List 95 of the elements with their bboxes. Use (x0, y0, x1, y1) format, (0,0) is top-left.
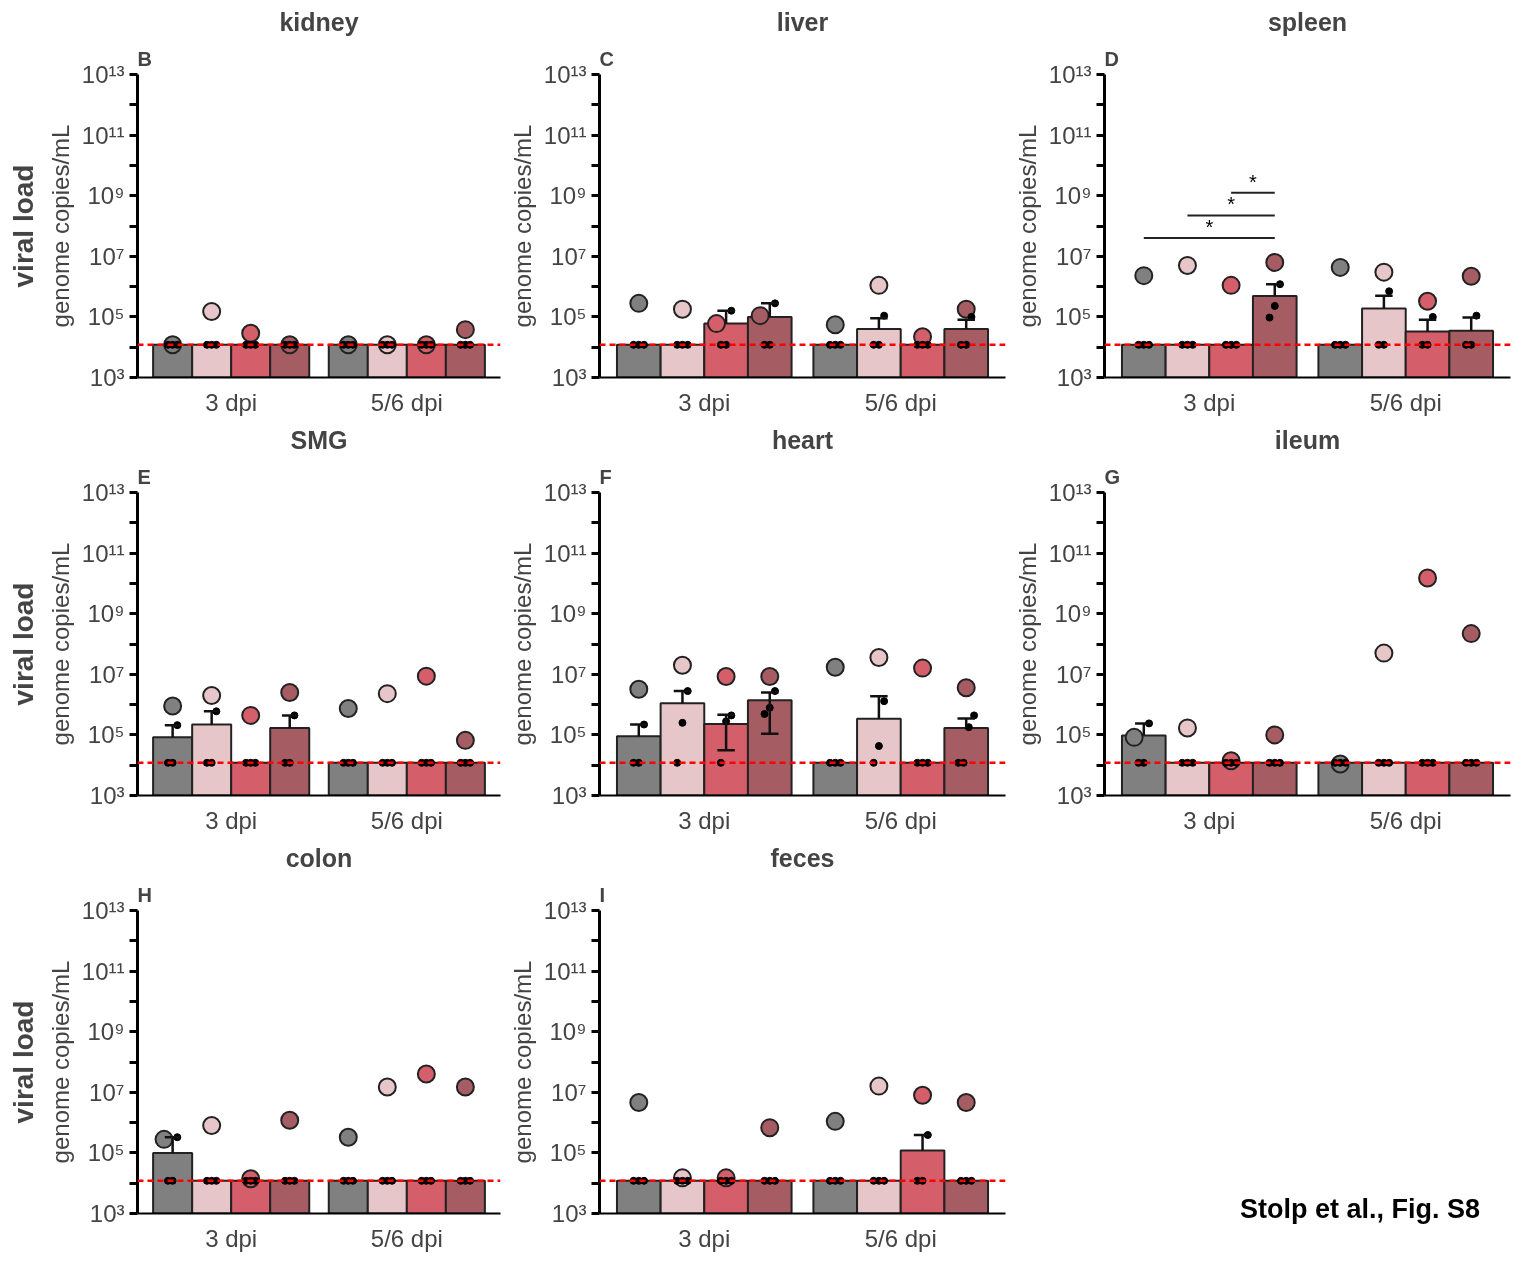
y-axis-title: genome copies/mL (508, 960, 536, 1164)
y-tick-label: 10⁵ (549, 303, 587, 331)
y-tick-label: 10⁷ (1056, 660, 1092, 688)
text: H (137, 883, 152, 906)
y-tick-label: 10⁹ (1054, 182, 1092, 210)
y-tick-label: 10⁷ (551, 660, 587, 688)
y-tick-label: 10⁹ (549, 182, 587, 210)
chart-title: colon (285, 843, 353, 872)
chart-title: SMG (290, 425, 348, 454)
text: 3 dpi (678, 388, 731, 416)
y-tick-label: 10⁷ (89, 242, 125, 270)
text: 3 dpi (205, 806, 258, 834)
text: 5/6 dpi (864, 806, 937, 834)
y-tick-label: 10¹³ (1048, 479, 1092, 506)
chart-title: kidney (279, 7, 359, 36)
y-tick-label: 10³ (89, 782, 125, 809)
y-tick-label: 10¹¹ (81, 957, 125, 985)
text: 3 dpi (205, 388, 258, 416)
y-tick-label: 10¹¹ (81, 539, 125, 567)
y-tick-label: 10⁹ (549, 1018, 587, 1046)
text: 5/6 dpi (1369, 388, 1442, 416)
chart-title: liver (776, 7, 829, 36)
y-axis-title: genome copies/mL (1013, 124, 1041, 328)
y-tick-label: 10¹³ (543, 61, 587, 88)
y-axis-title: genome copies/mL (1013, 542, 1041, 746)
text: 5/6 dpi (864, 388, 937, 416)
text: 3 dpi (205, 1224, 258, 1252)
text: D (1104, 47, 1119, 70)
text: I (599, 883, 606, 906)
text: 3 dpi (678, 806, 731, 834)
y-tick-label: 10³ (551, 1200, 587, 1227)
y-tick-label: 10⁹ (1054, 600, 1092, 628)
text: viral load (7, 582, 39, 706)
y-tick-label: 10⁵ (87, 1139, 125, 1167)
text: B (137, 47, 152, 70)
text: 3 dpi (1183, 806, 1236, 834)
y-tick-label: 10⁷ (89, 660, 125, 688)
y-tick-label: 10⁵ (1054, 721, 1092, 749)
y-tick-label: 10¹³ (81, 61, 125, 88)
chart-title: spleen (1267, 7, 1348, 36)
text: 5/6 dpi (370, 1224, 443, 1252)
y-tick-label: 10¹¹ (1048, 121, 1092, 149)
text: F (599, 465, 612, 488)
y-tick-label: 10⁹ (87, 600, 125, 628)
text: 5/6 dpi (864, 1224, 937, 1252)
annotation: * (1227, 193, 1236, 216)
y-axis-title: genome copies/mL (46, 124, 74, 328)
y-tick-label: 10⁷ (551, 242, 587, 270)
y-tick-label: 10³ (89, 1200, 125, 1227)
y-tick-label: 10¹³ (543, 897, 587, 924)
y-tick-label: 10¹³ (81, 897, 125, 924)
y-tick-label: 10³ (551, 782, 587, 809)
text: viral load (7, 1000, 39, 1124)
y-tick-label: 10³ (1056, 782, 1092, 809)
y-tick-label: 10⁵ (87, 721, 125, 749)
text: E (137, 465, 151, 488)
y-tick-label: 10⁵ (1054, 303, 1092, 331)
y-tick-label: 10⁹ (87, 1018, 125, 1046)
y-tick-label: 10⁵ (87, 303, 125, 331)
y-tick-label: 10³ (89, 364, 125, 391)
y-tick-label: 10⁹ (549, 600, 587, 628)
y-tick-label: 10⁵ (549, 1139, 587, 1167)
y-tick-label: 10¹³ (81, 479, 125, 506)
y-tick-label: 10⁹ (87, 182, 125, 210)
y-tick-label: 10³ (551, 364, 587, 391)
y-tick-label: 10⁵ (549, 721, 587, 749)
y-tick-label: 10⁷ (89, 1078, 125, 1106)
y-tick-label: 10¹¹ (543, 539, 587, 567)
text: C (599, 47, 614, 70)
text: 5/6 dpi (1369, 806, 1442, 834)
y-axis-title: genome copies/mL (46, 960, 74, 1164)
chart-title: ileum (1274, 425, 1341, 454)
y-tick-label: 10⁷ (1056, 242, 1092, 270)
y-tick-label: 10⁷ (551, 1078, 587, 1106)
chart-title: feces (770, 843, 835, 872)
text: 5/6 dpi (370, 806, 443, 834)
text: G (1104, 465, 1121, 488)
text: 3 dpi (678, 1224, 731, 1252)
annotation: * (1249, 170, 1258, 193)
annotation: * (1205, 216, 1214, 239)
y-axis-title: genome copies/mL (508, 124, 536, 328)
y-tick-label: 10³ (1056, 364, 1092, 391)
y-tick-label: 10¹¹ (543, 957, 587, 985)
text: 5/6 dpi (370, 388, 443, 416)
y-tick-label: 10¹¹ (1048, 539, 1092, 567)
chart-title: heart (771, 425, 834, 454)
text: 3 dpi (1183, 388, 1236, 416)
y-tick-label: 10¹³ (1048, 61, 1092, 88)
y-tick-label: 10¹¹ (543, 121, 587, 149)
text: viral load (7, 164, 39, 288)
y-tick-label: 10¹³ (543, 479, 587, 506)
y-tick-label: 10¹¹ (81, 121, 125, 149)
text: Stolp et al., Fig. S8 (1239, 1193, 1480, 1227)
y-axis-title: genome copies/mL (46, 542, 74, 746)
y-axis-title: genome copies/mL (508, 542, 536, 746)
